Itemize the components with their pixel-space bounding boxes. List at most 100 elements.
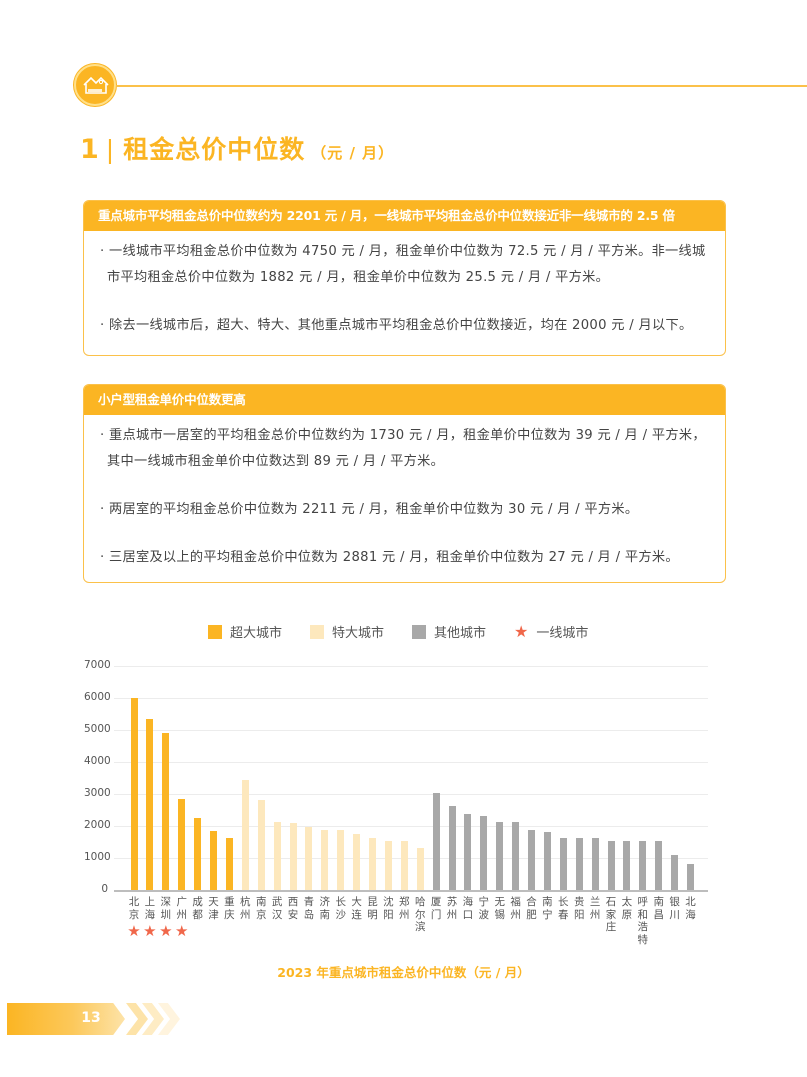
x-axis-tick-label: 青岛 (303, 896, 315, 921)
x-axis-tick-label: 厦门 (430, 896, 442, 921)
bar-苏州 (448, 806, 456, 890)
y-axis-tick-label: 7000 (84, 659, 111, 671)
page-number: 13 (81, 1010, 101, 1026)
gridline (114, 762, 708, 763)
chart-caption: 2023 年重点城市租金总价中位数（元 / 月） (0, 962, 807, 981)
x-axis-tick-label: 沈阳 (383, 896, 394, 921)
summary-card-small-units: 小户型租金单价中位数更高 · 重点城市一居室的平均租金总价中位数约为 1730 … (83, 384, 726, 583)
bar-厦门 (432, 793, 440, 890)
bullet-item: · 一线城市平均租金总价中位数为 4750 元 / 月，租金单价中位数为 72.… (100, 244, 706, 285)
x-axis-tick-label: 海口 (462, 896, 474, 921)
x-axis-line (114, 890, 708, 892)
card-header: 重点城市平均租金总价中位数约为 2201 元 / 月，一线城市平均租金总价中位数… (84, 201, 725, 231)
legend-label: 一线城市 (536, 626, 589, 641)
y-axis-tick-label: 0 (101, 883, 108, 895)
bar-青岛 (305, 827, 313, 890)
bar-长沙 (337, 829, 345, 890)
bar-重庆 (225, 837, 233, 890)
x-axis-tick-label: 杭州 (240, 896, 251, 921)
gridline (114, 730, 708, 731)
x-axis-tick-label: 南昌 (653, 896, 664, 921)
bar-广州 (178, 798, 186, 890)
x-axis-tick-label: 哈尔滨 (414, 896, 426, 933)
tier1-star-icon: ★ (174, 922, 189, 940)
legend-label: 其他城市 (434, 626, 487, 641)
bar-西安 (289, 823, 297, 890)
x-axis-tick-label: 苏州 (446, 896, 458, 921)
y-axis-tick-label: 3000 (84, 787, 111, 799)
bullet-item: · 除去一线城市后，超大、特大、其他重点城市平均租金总价中位数接近，均在 200… (100, 318, 693, 333)
bar-上海 (146, 719, 154, 890)
bar-无锡 (496, 822, 504, 890)
bar-郑州 (400, 841, 408, 890)
gridline (114, 826, 708, 827)
legend-item-other: 其他城市 (412, 622, 486, 641)
x-axis-tick-label: 天津 (208, 896, 219, 921)
legend-swatch-icon (208, 624, 222, 639)
card-header: 小户型租金单价中位数更高 (84, 385, 725, 415)
bar-合肥 (528, 829, 535, 890)
x-axis-tick-label: 兰州 (589, 896, 601, 921)
bar-海口 (464, 814, 472, 890)
x-axis-tick-label: 长春 (558, 896, 569, 921)
legend-label: 特大城市 (332, 626, 385, 641)
x-axis-tick-label: 石家庄 (605, 896, 617, 933)
bar-chart: 0 1000 2000 3000 4000 5000 6000 7000 北京 ★ 上海 ★ 深圳 ★ 广州… (0, 650, 807, 950)
chevron-right-icon (126, 1003, 148, 1035)
bar-北海 (687, 864, 694, 890)
house-logo-icon (74, 64, 116, 106)
section-title-text: 租金总价中位数 (123, 135, 306, 164)
y-axis-tick-label: 6000 (84, 691, 111, 703)
x-axis-tick-label: 呼和浩特 (637, 896, 649, 946)
bullet-item: · 重点城市一居室的平均租金总价中位数约为 1730 元 / 月，租金单价中位数… (100, 428, 706, 469)
x-axis-tick-label: 重庆 (224, 896, 235, 921)
bar-深圳 (162, 732, 170, 890)
bar-天津 (210, 830, 217, 890)
x-axis-tick-label: 宁波 (478, 896, 490, 921)
bar-成都 (194, 818, 202, 890)
gridline (114, 698, 708, 699)
chart-legend: 超大城市 特大城市 其他城市 ★ 一线城市 (208, 622, 616, 641)
x-axis-tick-label: 武汉 (271, 896, 283, 921)
bar-昆明 (369, 838, 376, 890)
x-axis-tick-label: 北海 (685, 896, 696, 921)
bar-哈尔滨 (416, 848, 424, 890)
x-axis-tick-label: 合肥 (526, 896, 537, 921)
bar-武汉 (273, 822, 281, 890)
x-axis-tick-label: 大连 (351, 896, 362, 921)
x-axis-tick-label: 昆明 (367, 896, 378, 921)
header-divider (116, 85, 807, 87)
legend-swatch-icon (412, 624, 427, 639)
y-axis-tick-label: 2000 (84, 819, 111, 831)
x-axis-tick-label: 成都 (192, 896, 203, 921)
bar-宁波 (480, 816, 488, 890)
section-number: 1 (80, 134, 100, 165)
bar-兰州 (591, 838, 599, 890)
bar-济南 (321, 829, 329, 890)
summary-card-total-rent: 重点城市平均租金总价中位数约为 2201 元 / 月，一线城市平均租金总价中位数… (83, 200, 726, 356)
bullet-item: · 两居室的平均租金总价中位数为 2211 元 / 月，租金单价中位数为 30 … (100, 502, 639, 517)
bar-南昌 (655, 841, 663, 890)
gridline (114, 858, 708, 859)
page-title: 1 | 租金总价中位数 （元 / 月） (80, 130, 394, 166)
bar-南宁 (543, 832, 551, 890)
y-axis-tick-label: 1000 (84, 851, 111, 863)
tier1-star-icon: ★ (159, 922, 173, 940)
bar-贵阳 (575, 838, 583, 890)
section-unit: （元 / 月） (311, 144, 395, 162)
title-separator: | (105, 135, 116, 164)
x-axis-tick-label: 上海 (144, 896, 156, 921)
tier1-star-icon: ★ (143, 922, 157, 940)
house-icon (83, 76, 109, 94)
x-axis-tick-label: 南京 (255, 896, 267, 921)
x-axis-tick-label: 无锡 (494, 896, 505, 921)
bar-北京 (130, 698, 138, 890)
legend-swatch-icon (310, 624, 325, 639)
x-axis-tick-label: 深圳 (160, 896, 172, 921)
x-axis-tick-label: 郑州 (399, 896, 410, 921)
bar-沈阳 (384, 841, 392, 890)
star-icon: ★ (514, 621, 529, 641)
x-axis-tick-label: 太原 (621, 896, 633, 921)
legend-label: 超大城市 (230, 626, 283, 641)
gridline (114, 794, 708, 795)
